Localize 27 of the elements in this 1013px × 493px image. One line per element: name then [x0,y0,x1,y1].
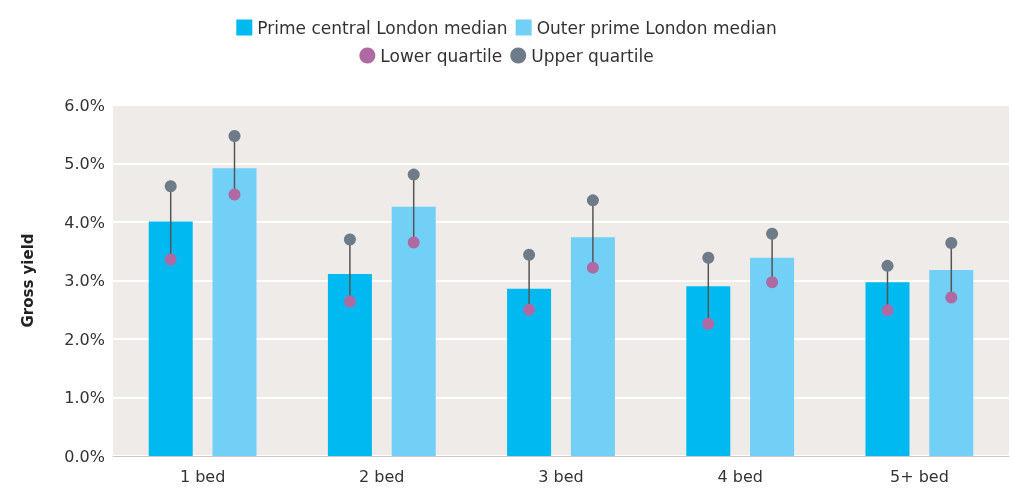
x-tick-label: 4 bed [717,466,763,486]
y-axis-title: Gross yield [18,233,37,328]
legend-label: Outer prime London median [536,17,777,38]
y-tick-label: 4.0% [64,212,105,232]
legend-label: Prime central London median [257,17,508,38]
bar [929,269,974,456]
bar [212,168,257,456]
bar [865,282,910,456]
y-tick-label: 2.0% [64,329,105,349]
x-tick-label: 5+ bed [889,466,949,486]
bar [570,237,615,456]
bar [391,206,436,456]
x-tick-label: 2 bed [359,466,405,486]
y-tick-label: 1.0% [64,388,105,407]
y-tick-label: 3.0% [64,271,105,290]
bar [507,288,552,456]
bar [148,221,193,456]
bar [750,257,795,456]
bar [686,286,731,456]
legend-label: Lower quartile [380,45,503,66]
y-tick-label: 5.0% [64,154,105,173]
bar [327,274,372,456]
y-tick-label: 0.0% [64,446,105,466]
x-tick-label: 3 bed [538,466,584,486]
x-tick-label: 1 bed [179,466,226,486]
y-tick-label: 6.0% [64,95,105,115]
legend-label: Upper quartile [531,45,654,66]
